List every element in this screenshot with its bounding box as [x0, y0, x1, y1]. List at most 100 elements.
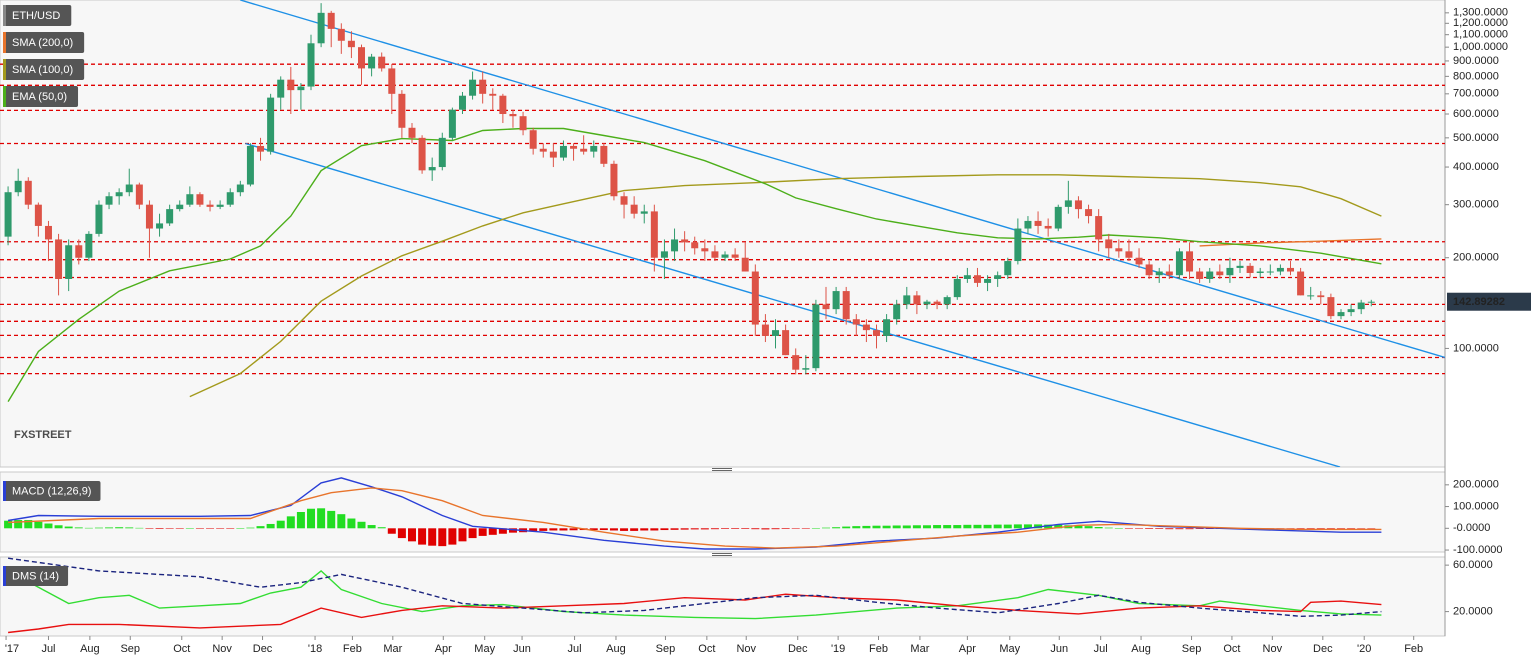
histogram-bar [407, 528, 416, 542]
candle-body [236, 184, 244, 193]
y-tick-label: 60.0000 [1453, 559, 1493, 571]
candle-body [44, 225, 52, 240]
candle-body [660, 251, 668, 258]
candle-body [145, 204, 153, 229]
candle-body [681, 239, 689, 243]
x-tick-label: Jun [513, 643, 531, 655]
histogram-bar [781, 528, 790, 529]
candle-body [1317, 295, 1325, 298]
candle-body [287, 79, 295, 91]
histogram-bar [1165, 528, 1174, 530]
candle-body [347, 40, 355, 48]
candle-body [580, 148, 588, 152]
candle-body [34, 204, 42, 226]
candle-body [1175, 251, 1183, 276]
histogram-bar [862, 525, 871, 529]
histogram-bar [599, 528, 608, 531]
candle-body [1135, 257, 1143, 265]
candle-body [570, 145, 578, 149]
x-tick-label: Dec [253, 643, 273, 655]
candle-body [1256, 271, 1264, 273]
histogram-bar [690, 528, 699, 530]
histogram-bar [1347, 528, 1356, 529]
candle-body [135, 184, 143, 205]
candle-body [994, 275, 1002, 279]
y-tick-label: -0.0000 [1453, 522, 1490, 534]
x-tick-label: May [999, 643, 1020, 655]
candle-body [277, 79, 285, 98]
candle-body [963, 275, 971, 279]
candle-body [458, 95, 466, 110]
candle-body [378, 56, 386, 69]
panel-title-box [3, 566, 69, 586]
candle-body [489, 93, 497, 96]
histogram-bar [216, 528, 225, 529]
candle-body [549, 151, 557, 158]
panel-title-text: DMS (14) [12, 570, 59, 582]
histogram-bar [317, 508, 326, 529]
candle-body [156, 223, 164, 229]
y-tick-label: 500.0000 [1453, 132, 1499, 144]
series-line [8, 557, 1382, 618]
candle-body [590, 145, 598, 152]
histogram-bar [791, 528, 800, 529]
candle-body [1287, 267, 1295, 272]
histogram-bar [1114, 528, 1123, 529]
histogram-bar [24, 520, 33, 529]
candle-body [358, 47, 366, 69]
histogram-bar [226, 528, 235, 529]
histogram-bar [963, 524, 972, 529]
x-tick-label: Feb [869, 643, 888, 655]
series-line [245, 142, 1341, 467]
histogram-bar [438, 528, 447, 547]
candle-body [1145, 264, 1153, 276]
histogram-bar [337, 514, 346, 529]
series-line [8, 487, 1382, 549]
candle-body [1014, 228, 1022, 262]
candle-body [115, 192, 123, 197]
plot-area [7, 557, 1382, 634]
histogram-bar [700, 528, 709, 530]
candle-body [1155, 271, 1163, 276]
candle-body [1044, 225, 1052, 229]
candle-body [448, 109, 456, 138]
histogram-bar [327, 510, 336, 529]
x-tick-label: '17 [5, 643, 19, 655]
candle-body [428, 167, 436, 171]
candle-body [792, 355, 800, 370]
histogram-bar [1003, 524, 1012, 529]
histogram-bar [842, 526, 851, 529]
histogram-bar [377, 527, 386, 529]
histogram-bar [680, 528, 689, 530]
histogram-bar [206, 528, 215, 529]
candle-body [95, 204, 103, 234]
histogram-bar [54, 525, 63, 529]
candle-body [761, 324, 769, 336]
x-tick-label: Feb [1404, 643, 1423, 655]
candle-body [802, 368, 810, 370]
histogram-bar [620, 528, 629, 531]
candle-body [408, 127, 416, 138]
candle-body [822, 304, 830, 310]
candle-body [842, 291, 850, 320]
panel-resize-grip[interactable] [712, 468, 732, 556]
histogram-bar [529, 528, 538, 532]
candle-body [499, 95, 507, 114]
candle-body [862, 324, 870, 331]
candle-body [388, 68, 396, 94]
series-line [8, 593, 1382, 634]
candle-body [600, 145, 608, 164]
histogram-bar [34, 521, 43, 529]
dms-panel [0, 556, 1446, 637]
candle-body [711, 251, 719, 258]
x-tick-label: Oct [1223, 643, 1240, 655]
y-tick-label: 300.0000 [1453, 199, 1499, 211]
candle-body [852, 319, 860, 325]
x-tick-label: '20 [1357, 643, 1371, 655]
candle-body [1054, 206, 1062, 229]
histogram-bar [448, 528, 457, 545]
histogram-bar [741, 528, 750, 529]
x-tick-label: Aug [606, 643, 626, 655]
histogram-bar [498, 528, 507, 534]
